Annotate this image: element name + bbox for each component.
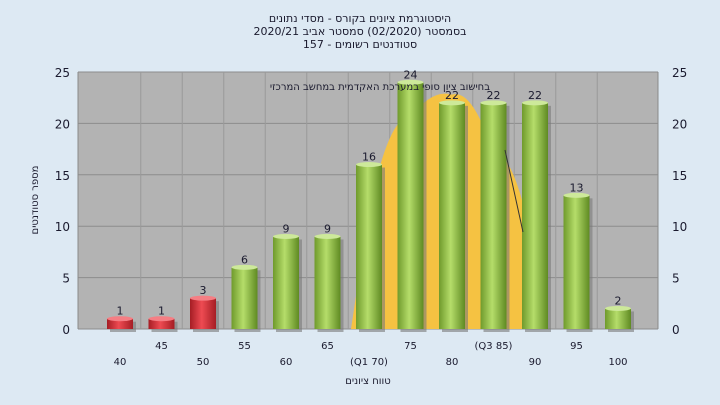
bar-90 <box>522 102 548 329</box>
x-tick-label: 100 <box>608 357 627 368</box>
data-label: 22 <box>487 89 501 102</box>
x-tick-label: 45 <box>155 341 168 352</box>
annotation-leader-line <box>504 149 524 233</box>
bar-95 <box>563 195 590 329</box>
data-label: 9 <box>324 222 331 235</box>
y-tick-label-right: 10 <box>672 220 687 234</box>
chart-title-line-2: בסמסטר (02/2020) סמסטר אביב 2020/21 <box>253 25 466 38</box>
bar-100 <box>605 308 631 329</box>
bar-cap <box>563 192 590 198</box>
data-label: 24 <box>404 68 418 81</box>
x-tick-label: 50 <box>197 357 210 368</box>
y-tick-label-right: 0 <box>672 323 680 337</box>
bar-65 <box>314 236 341 329</box>
y-tick-label-right: 5 <box>672 272 680 286</box>
data-label: 13 <box>570 181 584 194</box>
bar-(Q3 85) <box>480 102 507 329</box>
x-axis: 40 45 50 55 60 65 (Q1 70) 75 80 (Q3 85) 90 95 100 <box>114 341 628 368</box>
x-tick-label: 95 <box>570 341 583 352</box>
bar-55 <box>231 267 258 329</box>
bar-60 <box>273 236 299 329</box>
bar-cap <box>273 233 299 239</box>
bar-cap <box>605 305 631 311</box>
data-label: 3 <box>200 284 207 297</box>
bar-cap <box>190 295 216 301</box>
bar-cap <box>148 316 175 322</box>
bar-cap <box>522 100 548 106</box>
y-tick-label-left: 10 <box>55 220 70 234</box>
y-tick-label-right: 15 <box>672 169 687 183</box>
chart-title-line-3: 157 - סטודנטים רשומים <box>303 38 417 51</box>
chart-annotation: בחישוב ציון סופי במערכת האקדמית במחשב המ… <box>270 82 490 93</box>
bar-40 <box>107 318 133 329</box>
x-tick-label: 55 <box>238 341 251 352</box>
data-label: 9 <box>283 222 290 235</box>
bar-cap <box>356 162 382 168</box>
chart-title-line-1: היסטוגרמת ציונים בקורס - מסדי נתונים <box>269 12 451 25</box>
x-tick-label: 65 <box>321 341 334 352</box>
x-tick-label: (Q1 70) <box>350 357 388 368</box>
bar-80 <box>439 102 465 329</box>
x-tick-label: 40 <box>114 357 127 368</box>
data-label: 16 <box>362 151 376 164</box>
x-tick-label: 80 <box>446 357 459 368</box>
x-tick-label: 90 <box>529 357 542 368</box>
bar-cap <box>397 79 424 85</box>
bar-45 <box>148 318 175 329</box>
bar-cap <box>231 264 258 270</box>
bar-cap <box>480 100 507 106</box>
data-label: 1 <box>117 305 124 318</box>
bar-50 <box>190 298 216 329</box>
y-tick-label-left: 15 <box>55 169 70 183</box>
y-tick-label-right: 20 <box>672 117 687 131</box>
x-tick-label: 75 <box>404 341 417 352</box>
y-axis-label: מספר סטודנטים <box>30 166 41 235</box>
data-label: 1 <box>158 305 165 318</box>
x-tick-label: 60 <box>280 357 293 368</box>
data-label: 6 <box>241 253 248 266</box>
y-tick-label-right: 25 <box>672 66 687 80</box>
x-tick-label: (Q3 85) <box>475 341 513 352</box>
data-label: 22 <box>445 89 459 102</box>
x-axis-label: טווח ציונים <box>345 376 390 387</box>
data-label: 22 <box>528 89 542 102</box>
y-axis: 0 0 5 5 10 10 15 15 20 20 25 25 <box>55 66 688 337</box>
data-label: 2 <box>615 294 622 307</box>
bar-cap <box>314 233 341 239</box>
bar-75 <box>397 82 424 329</box>
y-tick-label-left: 0 <box>62 323 70 337</box>
bar-cap <box>439 100 465 106</box>
bar-(Q1 70) <box>356 164 382 329</box>
y-tick-label-left: 20 <box>55 117 70 131</box>
chart-title: היסטוגרמת ציונים בקורס - מסדי נתונים בסמ… <box>253 12 466 51</box>
bar-cap <box>107 316 133 322</box>
y-tick-label-left: 25 <box>55 66 70 80</box>
y-tick-label-left: 5 <box>62 272 70 286</box>
